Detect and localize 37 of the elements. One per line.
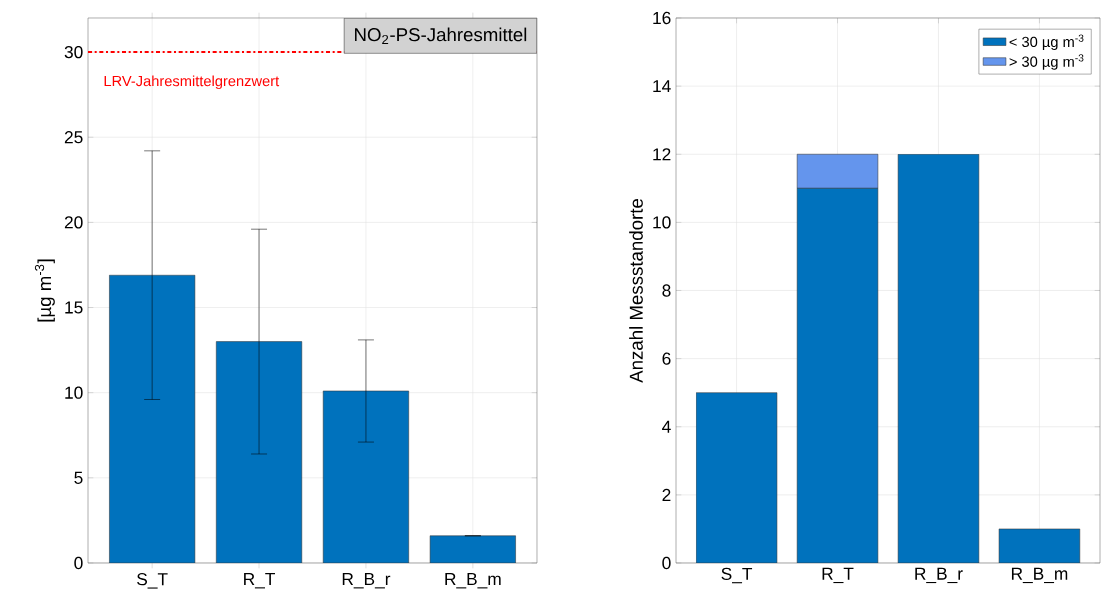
y-tick-label: 30 [64,45,83,59]
y-tick-label: 10 [65,386,83,399]
x-tick-label: S_T [137,573,168,589]
bar [998,528,1081,563]
chart-title: NO$_{2}$-PS-Jahresmittel [355,27,527,44]
x-tick-label: R_T [822,567,854,584]
y-tick-label: 5 [74,471,83,484]
bar [109,274,196,563]
y-tick-label: 0 [662,556,671,570]
bar [696,392,777,563]
x-tick-label: R_B_r [915,567,963,584]
y-tick-label: 16 [653,11,671,25]
y-tick-label: 2 [662,488,671,501]
y-tick-label: 14 [653,80,671,93]
y-tick-label: 10 [653,216,671,229]
y-tick-label: 4 [662,420,671,433]
y-tick-label: 12 [653,148,671,161]
y-tick-label: 20 [64,216,83,229]
ref-line-label: LRV-Jahresmittelgrenzwert [104,75,280,90]
y-tick-label: 25 [64,131,83,144]
bar [797,188,878,563]
x-tick-label: R_B_m [445,573,501,589]
x-tick-label: R_B_r [342,573,391,589]
x-tick-label: R_T [244,573,276,589]
bar [898,154,979,563]
y-tick-label: 8 [662,284,671,297]
legend-label: > 30 µg m$^{-3}$ [1009,54,1084,70]
legend-label: < 30 µg m$^{-3}$ [1009,34,1084,50]
x-tick-label: R_B_m [1011,567,1068,584]
bar [322,390,409,563]
y-tick-label: 15 [65,301,83,314]
x-tick-label: S_T [721,567,753,584]
y-axis-title: [µg m$^{-3}$] [34,259,55,322]
y-axis-title: Anzahl Messstandorte [629,199,643,383]
y-tick-label: 6 [662,352,671,365]
bar [429,535,516,563]
y-tick-label: 0 [74,556,83,570]
